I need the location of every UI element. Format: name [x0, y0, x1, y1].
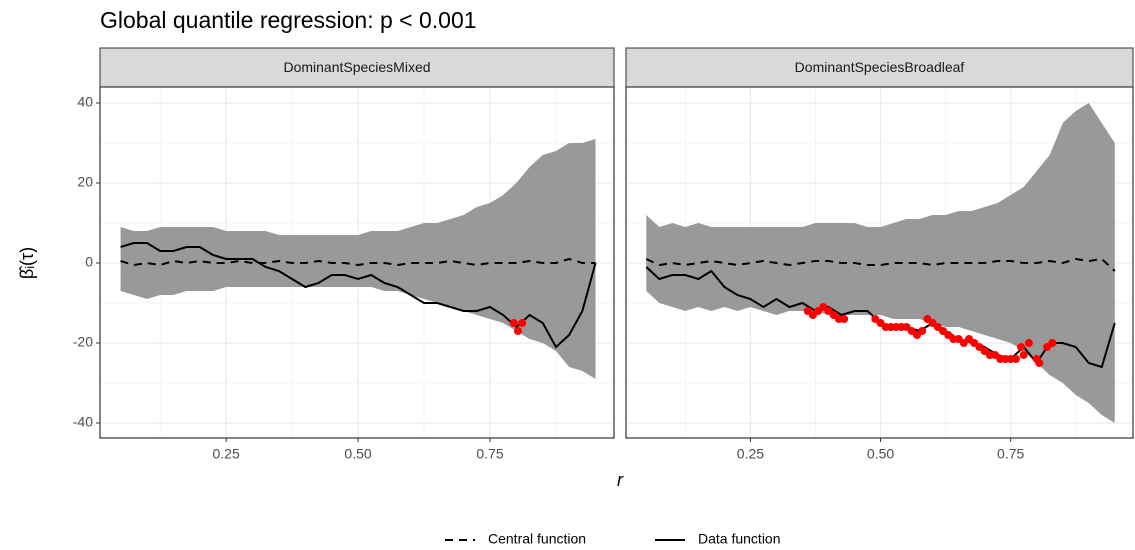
significant-point: [1019, 351, 1028, 359]
central-function-line: [120, 257, 596, 267]
envelope: [120, 139, 596, 379]
significant-point: [509, 319, 518, 327]
significant-point: [1048, 339, 1057, 347]
significant-point: [1011, 355, 1020, 363]
facet-label: DominantSpeciesBroadleaf: [795, 59, 965, 75]
y-axis-label: β̂ᵢ(τ): [17, 247, 37, 279]
facet-label: DominantSpeciesMixed: [283, 59, 430, 75]
significant-point: [513, 327, 522, 335]
facet-strip: [99, 47, 615, 88]
significant-point: [1017, 343, 1026, 351]
x-tick-label: 0.50: [867, 446, 894, 462]
envelope: [646, 103, 1115, 423]
y-tick-label: 20: [77, 174, 93, 190]
central-function-line: [645, 257, 1116, 272]
significant-point: [840, 315, 849, 323]
y-tick-label: -20: [73, 334, 93, 350]
legend-label: Central function: [488, 531, 586, 547]
y-tick-label: -40: [73, 414, 93, 430]
panel-border: [625, 86, 1134, 439]
x-tick-label: 0.75: [476, 446, 503, 462]
significant-point: [518, 319, 527, 327]
x-tick-label: 0.50: [344, 446, 371, 462]
x-axis-label: r: [617, 470, 624, 490]
y-tick-label: 40: [77, 94, 93, 110]
significant-point: [1035, 359, 1044, 367]
x-tick-label: 0.25: [213, 446, 240, 462]
significant-point: [1024, 339, 1033, 347]
x-tick-label: 0.25: [737, 446, 764, 462]
legend-label: Data function: [698, 531, 781, 547]
x-tick-label: 0.75: [997, 446, 1024, 462]
y-tick-label: 0: [85, 254, 93, 270]
chart-title: Global quantile regression: p < 0.001: [100, 7, 477, 33]
significant-point: [918, 327, 927, 335]
data-function-line: [120, 242, 597, 349]
